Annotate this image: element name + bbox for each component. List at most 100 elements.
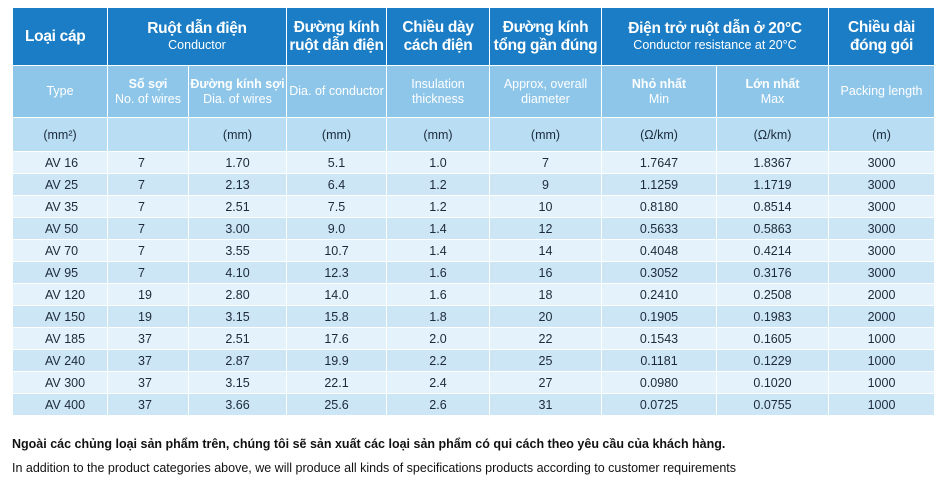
cell-wires: 7 [107, 173, 189, 196]
header-insulation: Chiều dày cách điện [386, 7, 490, 66]
cell-res-max: 0.1983 [715, 305, 830, 328]
cell-overall-dia: 22 [489, 327, 602, 350]
cell-conductor-dia: 12.3 [286, 261, 387, 284]
subheader-min: Nhỏ nhất Min [601, 65, 717, 118]
cell-type: AV 25 [12, 173, 108, 196]
cell-res-max: 1.1719 [715, 173, 830, 196]
cell-res-max: 0.1020 [715, 371, 830, 394]
cell-res-max: 0.0755 [715, 393, 830, 416]
cell-wires: 7 [107, 217, 189, 240]
table-row: AV 95 7 4.10 12.3 1.6 16 0.3052 0.3176 3000 [12, 261, 936, 284]
cell-wires: 7 [107, 261, 189, 284]
cable-spec-table: Loại cáp Ruột dẫn điện Conductor Đường kí… [12, 7, 936, 416]
cell-insulation: 1.6 [386, 283, 490, 306]
cell-res-min: 0.0725 [601, 393, 717, 416]
cell-wires: 37 [107, 327, 189, 350]
cell-packing: 1000 [828, 393, 936, 416]
cell-wire-dia: 2.87 [188, 349, 287, 372]
header-conductor-dia: Đường kính ruột dẫn điện [286, 7, 387, 66]
table-row: AV 25 7 2.13 6.4 1.2 9 1.1259 1.1719 3000 [12, 173, 936, 196]
cell-conductor-dia: 25.6 [286, 393, 387, 416]
footer-note-en: In addition to the product categories ab… [12, 461, 736, 475]
cell-insulation: 1.6 [386, 261, 490, 284]
table-row: AV 35 7 2.51 7.5 1.2 10 0.8180 0.8514 3000 [12, 195, 936, 218]
unit-cell: (mm²) [12, 117, 108, 152]
header-row: Loại cáp Ruột dẫn điện Conductor Đường kí… [12, 7, 936, 66]
cell-type: AV 70 [12, 239, 108, 262]
subheader-max: Lớn nhất Max [715, 65, 830, 118]
cell-packing: 3000 [828, 217, 936, 240]
cell-conductor-dia: 22.1 [286, 371, 387, 394]
cell-packing: 1000 [828, 327, 936, 350]
subheader-row: Type Số sợi No. of wires Đường kính sợi Di… [12, 65, 936, 118]
table-row: AV 120 19 2.80 14.0 1.6 18 0.2410 0.2508 2000 [12, 283, 936, 306]
footer-note-vi: Ngoài các chủng loại sản phẩm trên, chún… [12, 437, 726, 451]
cell-wire-dia: 3.00 [188, 217, 287, 240]
cell-conductor-dia: 9.0 [286, 217, 387, 240]
table-row: AV 400 37 3.66 25.6 2.6 31 0.0725 0.0755 1000 [12, 393, 936, 416]
cell-packing: 2000 [828, 305, 936, 328]
cell-insulation: 1.4 [386, 217, 490, 240]
cell-packing: 2000 [828, 283, 936, 306]
cell-overall-dia: 31 [489, 393, 602, 416]
cell-overall-dia: 7 [489, 151, 602, 174]
cell-insulation: 2.0 [386, 327, 490, 350]
cell-wires: 37 [107, 393, 189, 416]
table-row: AV 300 37 3.15 22.1 2.4 27 0.0980 0.1020 1000 [12, 371, 936, 394]
cell-res-min: 0.3052 [601, 261, 717, 284]
subheader-insulation: Insulation thickness [386, 65, 490, 118]
cell-res-max: 0.8514 [715, 195, 830, 218]
cell-packing: 1000 [828, 371, 936, 394]
cell-insulation: 1.0 [386, 151, 490, 174]
unit-cell: (Ω/km) [601, 117, 717, 152]
cell-insulation: 2.4 [386, 371, 490, 394]
subheader-packing: Packing length [828, 65, 936, 118]
cell-overall-dia: 25 [489, 349, 602, 372]
cell-packing: 1000 [828, 349, 936, 372]
table-row: AV 16 7 1.70 5.1 1.0 7 1.7647 1.8367 3000 [12, 151, 936, 174]
cell-overall-dia: 10 [489, 195, 602, 218]
cell-insulation: 2.2 [386, 349, 490, 372]
cell-wires: 7 [107, 195, 189, 218]
cell-wire-dia: 3.15 [188, 305, 287, 328]
cell-overall-dia: 12 [489, 217, 602, 240]
unit-cell: (mm) [286, 117, 387, 152]
cell-wire-dia: 2.51 [188, 327, 287, 350]
cell-overall-dia: 27 [489, 371, 602, 394]
cell-res-min: 0.0980 [601, 371, 717, 394]
cell-packing: 3000 [828, 261, 936, 284]
cell-type: AV 35 [12, 195, 108, 218]
cell-wires: 37 [107, 349, 189, 372]
cell-overall-dia: 16 [489, 261, 602, 284]
cell-res-min: 0.4048 [601, 239, 717, 262]
cell-wire-dia: 1.70 [188, 151, 287, 174]
cell-type: AV 300 [12, 371, 108, 394]
cell-wires: 7 [107, 151, 189, 174]
cell-packing: 3000 [828, 195, 936, 218]
cell-conductor-dia: 17.6 [286, 327, 387, 350]
table-row: AV 185 37 2.51 17.6 2.0 22 0.1543 0.1605 1000 [12, 327, 936, 350]
unit-cell: (mm) [489, 117, 602, 152]
cell-conductor-dia: 19.9 [286, 349, 387, 372]
cell-type: AV 185 [12, 327, 108, 350]
cell-res-max: 0.2508 [715, 283, 830, 306]
cell-insulation: 1.2 [386, 195, 490, 218]
cell-type: AV 240 [12, 349, 108, 372]
subheader-conductor-dia: Dia. of conductor [286, 65, 387, 118]
cell-wires: 37 [107, 371, 189, 394]
cell-type: AV 120 [12, 283, 108, 306]
cell-wire-dia: 3.55 [188, 239, 287, 262]
cell-wires: 19 [107, 283, 189, 306]
subheader-overall: Approx, overall diameter [489, 65, 602, 118]
cell-wire-dia: 3.15 [188, 371, 287, 394]
header-type: Loại cáp [12, 7, 108, 66]
cell-packing: 3000 [828, 151, 936, 174]
cell-res-max: 0.1229 [715, 349, 830, 372]
cell-res-min: 0.8180 [601, 195, 717, 218]
subheader-wires: Số sợi No. of wires [107, 65, 189, 118]
cell-wire-dia: 4.10 [188, 261, 287, 284]
table-row: AV 70 7 3.55 10.7 1.4 14 0.4048 0.4214 3000 [12, 239, 936, 262]
cell-insulation: 1.2 [386, 173, 490, 196]
cell-type: AV 50 [12, 217, 108, 240]
cell-conductor-dia: 14.0 [286, 283, 387, 306]
